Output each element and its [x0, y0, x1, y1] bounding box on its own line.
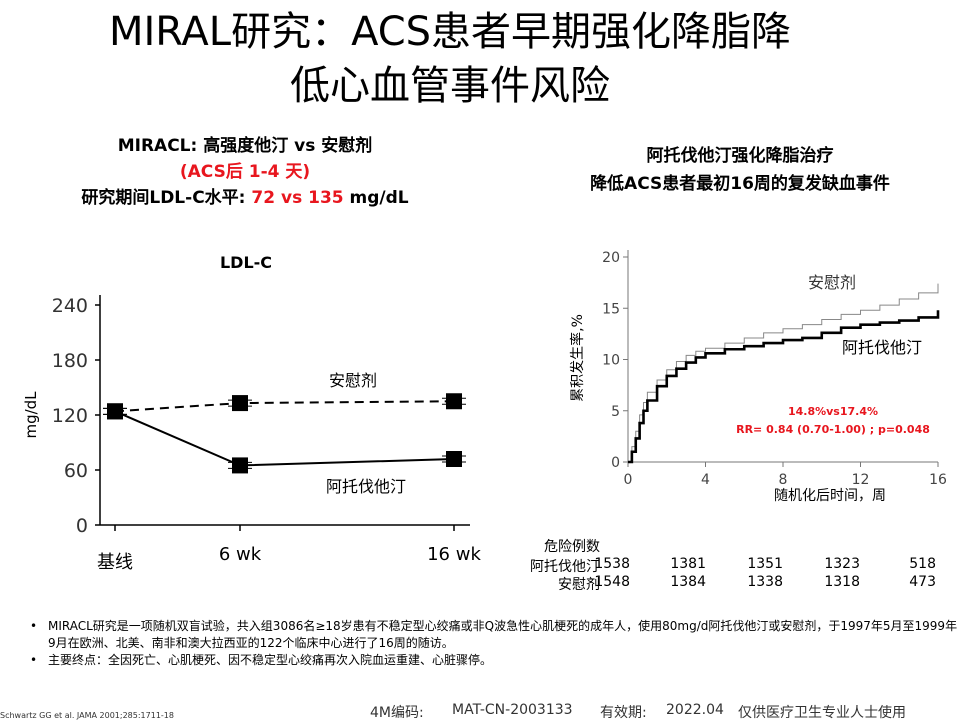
- risk-count-cell: 1384: [670, 574, 706, 590]
- risk-count-cell: 1318: [824, 574, 860, 590]
- ldl-placebo-value: 135: [308, 188, 344, 208]
- reference-citation: Schwartz GG et al. JAMA 2001;285:1711-18: [0, 711, 174, 720]
- event-placebo-label: 安慰剂: [808, 273, 856, 292]
- event-y-tick-label: 5: [611, 404, 620, 420]
- risk-count-cell: 1351: [747, 556, 783, 572]
- footer-code-label: 4M编码:: [370, 705, 424, 721]
- ldl-y-tick-label: 240: [52, 295, 88, 317]
- note-item: 主要终点：全因死亡、心肌梗死、因不稳定型心绞痛再次入院血运重建、心脏骤停。: [30, 652, 960, 669]
- risk-count-cell: 473: [909, 574, 936, 590]
- footer-validity-label: 有效期:: [600, 705, 647, 721]
- risk-count-cell: 1323: [824, 556, 860, 572]
- ldl-chart: LDL-C mg/dL 0 60 120 180 240 基线 6 wk 16 wk 安慰剂…: [22, 253, 481, 573]
- event-x-tick-label: 16: [929, 472, 947, 488]
- ldl-data-point: [232, 395, 248, 412]
- risk-count-cell: 518: [909, 556, 936, 572]
- ldl-y-axis-label: mg/dL: [22, 391, 40, 439]
- right-heading-line1: 阿托伐他汀强化降脂治疗: [646, 146, 834, 166]
- event-x-axis-label: 随机化后时间，周: [774, 488, 886, 504]
- risk-count-cell: 1338: [747, 574, 783, 590]
- ldl-x-tick-label: 6 wk: [219, 544, 262, 565]
- ldl-statin-label: 阿托伐他汀: [326, 477, 406, 496]
- ldl-y-tick-label: 0: [76, 515, 88, 537]
- risk-row-label: 安慰剂: [558, 577, 600, 593]
- relative-risk-annotation: RR= 0.84 (0.70-1.00) ; p=0.048: [736, 423, 930, 436]
- ldl-levels-line: 研究期间LDL-C水平: 72 vs 135 mg/dL: [40, 186, 450, 210]
- ldl-unit: mg/dL: [343, 188, 409, 208]
- risk-count-cell: 1381: [670, 556, 706, 572]
- event-y-tick-label: 0: [611, 455, 620, 471]
- ldl-data-point: [446, 451, 462, 467]
- event-y-axis-label: 累积发生率,%: [569, 314, 586, 402]
- footer-usage-note: 仅供医疗卫生专业人士使用: [738, 705, 906, 721]
- event-statin-label: 阿托伐他汀: [842, 338, 922, 357]
- footer-code-value: MAT-CN-2003133: [452, 702, 573, 718]
- risk-count-cell: 1548: [594, 574, 630, 590]
- ldl-data-point: [107, 403, 123, 420]
- event-x-tick-label: 8: [779, 472, 788, 488]
- ldl-data-point: [446, 393, 462, 410]
- ldl-data-point: [232, 457, 248, 474]
- ldl-series-line: [114, 400, 455, 413]
- event-series-line: [628, 310, 940, 464]
- event-y-tick-label: 20: [602, 250, 620, 266]
- event-x-tick-label: 0: [624, 472, 633, 488]
- study-notes: MIRACL研究是一项随机双盲试验，共入组3086名≥18岁患有不稳定型心绞痛或…: [30, 618, 960, 669]
- ldl-statin-value: 72: [251, 188, 276, 208]
- ldl-y-tick-label: 60: [64, 460, 88, 482]
- footer-validity-value: 2022.04: [666, 702, 724, 718]
- event-x-tick-label: 12: [852, 472, 870, 488]
- risk-table-header: 危险例数: [544, 539, 600, 555]
- acs-timing-note: (ACS后 1-4 天): [179, 162, 311, 182]
- event-y-tick-label: 10: [602, 353, 620, 369]
- slide-title-line1: MIRAL研究：ACS患者早期强化降脂降: [108, 9, 792, 55]
- risk-row-label: 阿托伐他汀: [530, 559, 600, 575]
- ldl-y-tick-label: 180: [52, 350, 88, 372]
- event-x-tick-label: 4: [701, 472, 710, 488]
- event-rate-chart: 累积发生率,% 0 5 10 15 20 0 4 8 12 16 随机化后时间，周 安慰剂 阿托…: [569, 250, 947, 504]
- left-heading: MIRACL: 高强度他汀 vs 安慰剂: [117, 136, 373, 156]
- event-y-tick-label: 15: [602, 301, 620, 317]
- event-rate-annotation: 14.8%vs17.4%: [788, 405, 878, 418]
- ldl-series-line: [114, 410, 455, 467]
- risk-count-cell: 1538: [594, 556, 630, 572]
- right-heading-line2: 降低ACS患者最初16周的复发缺血事件: [590, 174, 890, 194]
- ldl-placebo-label: 安慰剂: [329, 371, 377, 390]
- ldl-vs-text: vs: [275, 188, 309, 208]
- ldl-x-tick-label: 基线: [97, 552, 133, 573]
- ldl-chart-title: LDL-C: [220, 253, 272, 272]
- ldl-levels-label: 研究期间LDL-C水平:: [81, 188, 252, 208]
- ldl-x-tick-label: 16 wk: [427, 544, 481, 565]
- note-item: MIRACL研究是一项随机双盲试验，共入组3086名≥18岁患有不稳定型心绞痛或…: [30, 618, 960, 652]
- slide-title-line2: 低心血管事件风险: [290, 63, 610, 109]
- ldl-y-tick-label: 120: [52, 405, 88, 427]
